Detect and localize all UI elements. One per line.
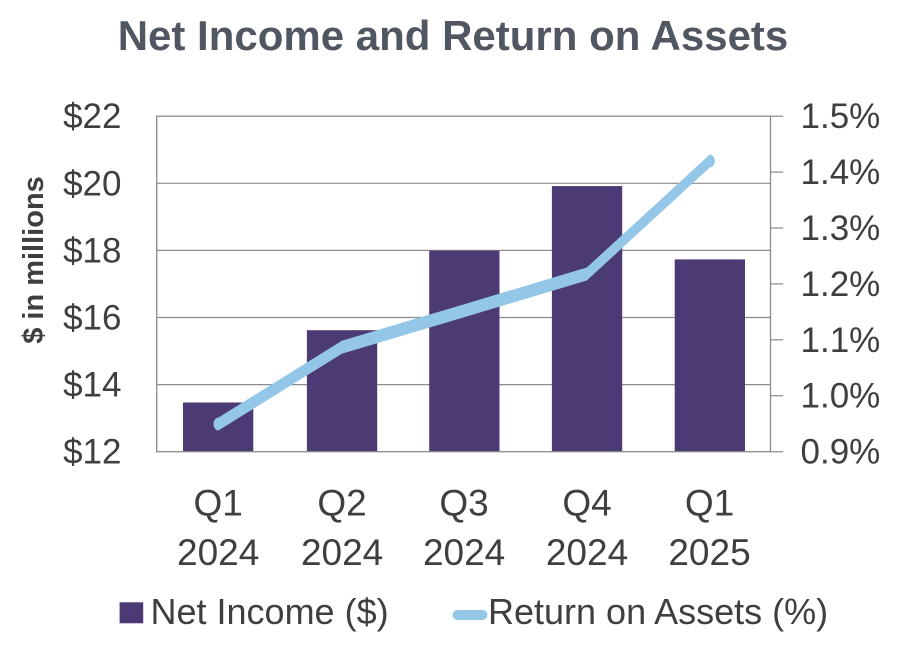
svg-text:1.1%: 1.1% bbox=[801, 321, 881, 360]
svg-text:Q4: Q4 bbox=[562, 483, 611, 524]
svg-text:$14: $14 bbox=[63, 366, 121, 405]
svg-text:$18: $18 bbox=[63, 231, 121, 270]
svg-text:2025: 2025 bbox=[668, 532, 750, 573]
svg-text:1.3%: 1.3% bbox=[801, 209, 881, 248]
svg-text:$20: $20 bbox=[63, 164, 121, 203]
svg-text:1.0%: 1.0% bbox=[801, 377, 881, 416]
svg-text:2024: 2024 bbox=[177, 532, 259, 573]
svg-text:0.9%: 0.9% bbox=[801, 433, 881, 472]
svg-text:$ in millions: $ in millions bbox=[18, 176, 50, 344]
svg-text:$22: $22 bbox=[63, 97, 121, 136]
svg-text:Q1: Q1 bbox=[194, 483, 243, 524]
svg-text:Return on Assets (%): Return on Assets (%) bbox=[488, 591, 828, 632]
svg-text:2024: 2024 bbox=[423, 532, 505, 573]
svg-text:Q3: Q3 bbox=[439, 483, 488, 524]
svg-text:Net Income ($): Net Income ($) bbox=[151, 591, 389, 632]
svg-text:1.5%: 1.5% bbox=[801, 97, 881, 136]
svg-text:Q2: Q2 bbox=[317, 483, 366, 524]
svg-text:Q1: Q1 bbox=[685, 483, 734, 524]
svg-text:2024: 2024 bbox=[301, 532, 383, 573]
svg-text:1.4%: 1.4% bbox=[801, 153, 881, 192]
svg-text:$12: $12 bbox=[63, 433, 121, 472]
svg-text:1.2%: 1.2% bbox=[801, 265, 881, 304]
svg-text:2024: 2024 bbox=[546, 532, 628, 573]
svg-text:Net Income and Return on Asset: Net Income and Return on Assets bbox=[118, 12, 789, 59]
svg-text:$16: $16 bbox=[63, 299, 121, 338]
